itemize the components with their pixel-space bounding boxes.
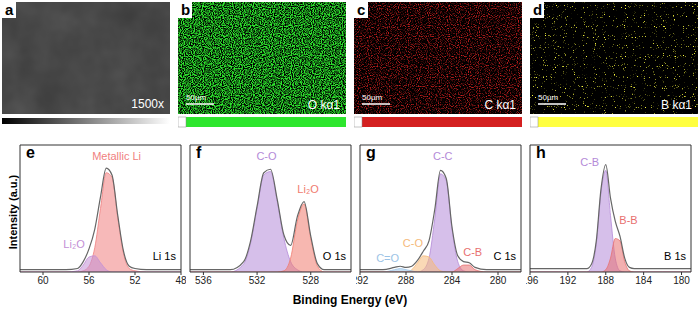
svg-text:B-B: B-B xyxy=(619,214,637,226)
svg-text:50µm: 50µm xyxy=(362,93,383,102)
svg-text:280: 280 xyxy=(490,275,507,286)
svg-text:184: 184 xyxy=(635,275,652,286)
svg-text:532: 532 xyxy=(249,275,266,286)
svg-text:56: 56 xyxy=(83,275,95,286)
svg-text:1500x: 1500x xyxy=(131,97,164,111)
svg-text:188: 188 xyxy=(597,275,614,286)
svg-text:536: 536 xyxy=(195,275,212,286)
svg-text:b: b xyxy=(181,2,190,18)
svg-text:284: 284 xyxy=(444,275,461,286)
svg-text:C-O: C-O xyxy=(256,150,277,162)
svg-text:B kα1: B kα1 xyxy=(661,98,692,112)
svg-text:c: c xyxy=(357,2,365,18)
svg-text:C-C: C-C xyxy=(433,150,453,162)
svg-text:196: 196 xyxy=(526,275,539,286)
svg-text:C-O: C-O xyxy=(403,237,424,249)
html-text:Binding Energy (eV): Binding Energy (eV) xyxy=(292,293,408,307)
html-text:Intensity (a.u.): Intensity (a.u.) xyxy=(7,174,19,250)
html-text:B 1s: B 1s xyxy=(664,250,686,262)
svg-text:Li₂O: Li₂O xyxy=(297,183,319,195)
html-text:h: h xyxy=(536,144,546,161)
svg-text:48: 48 xyxy=(175,275,186,286)
html-text:Li 1s: Li 1s xyxy=(152,250,176,262)
html-text:f: f xyxy=(196,144,202,161)
html-text:C 1s: C 1s xyxy=(493,250,516,262)
svg-text:50µm: 50µm xyxy=(538,93,559,102)
svg-text:292: 292 xyxy=(356,275,369,286)
svg-text:Metallic Li: Metallic Li xyxy=(92,150,141,162)
svg-text:288: 288 xyxy=(398,275,415,286)
html-text:g: g xyxy=(366,144,376,161)
svg-text:180: 180 xyxy=(673,275,690,286)
svg-text:d: d xyxy=(533,2,542,18)
html-text:O 1s: O 1s xyxy=(322,250,346,262)
svg-text:C kα1: C kα1 xyxy=(484,98,516,112)
svg-text:50µm: 50µm xyxy=(186,93,207,102)
svg-text:a: a xyxy=(5,2,14,18)
svg-text:192: 192 xyxy=(560,275,577,286)
svg-text:C-B: C-B xyxy=(463,246,482,258)
svg-text:528: 528 xyxy=(302,275,319,286)
svg-text:C-B: C-B xyxy=(580,156,599,168)
html-text:e: e xyxy=(26,144,35,161)
svg-text:C=O: C=O xyxy=(376,252,399,264)
svg-text:60: 60 xyxy=(37,275,49,286)
svg-text:Li₂O: Li₂O xyxy=(63,238,85,250)
svg-text:52: 52 xyxy=(129,275,141,286)
svg-text:O kα1: O kα1 xyxy=(308,98,341,112)
